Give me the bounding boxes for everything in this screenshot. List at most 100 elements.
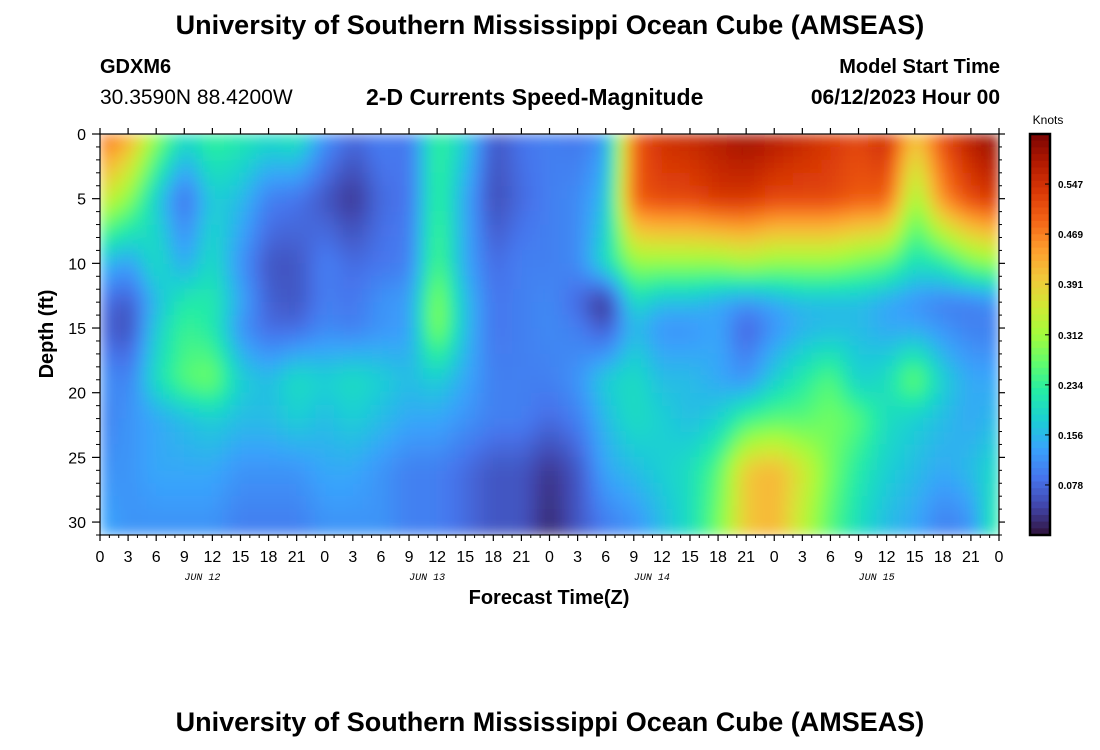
heatmap-cell [849, 198, 860, 213]
heatmap-cell [736, 250, 747, 264]
heatmap-cell [549, 276, 560, 290]
heatmap-cell [521, 198, 532, 213]
heatmap-cell [858, 444, 869, 458]
heatmap-cell [661, 431, 672, 446]
heatmap-cell [287, 159, 298, 174]
heatmap-cell [502, 457, 513, 471]
heatmap-cell [821, 185, 832, 200]
heatmap-cell [109, 522, 120, 535]
heatmap-cell [905, 444, 916, 458]
heatmap-cell [980, 328, 991, 342]
heatmap-cell [661, 263, 672, 277]
heatmap-cell [193, 457, 204, 471]
heatmap-cell [568, 146, 579, 161]
heatmap-cell [137, 328, 148, 342]
heatmap-cell [549, 444, 560, 458]
colorbar-segment [1030, 227, 1050, 235]
heatmap-cell [231, 431, 242, 446]
heatmap-cell [895, 224, 906, 239]
heatmap-cell [802, 483, 813, 497]
heatmap-cell [137, 198, 148, 213]
heatmap-cell [886, 237, 897, 252]
heatmap-cell [174, 211, 185, 226]
heatmap-cell [249, 405, 260, 420]
heatmap-cell [586, 418, 597, 433]
heatmap-cell [858, 237, 869, 252]
heatmap-cell [970, 224, 981, 239]
heatmap-cell [783, 470, 794, 484]
heatmap-cell [633, 340, 644, 355]
day-label: JUN 12 [184, 573, 220, 584]
colorbar-tick-label: 0.078 [1058, 481, 1083, 492]
heatmap-cell [830, 496, 841, 510]
heatmap-cell [221, 211, 232, 226]
heatmap-cell [474, 418, 485, 433]
heatmap-cell [221, 250, 232, 264]
heatmap-cell [493, 405, 504, 420]
x-tick-label: 21 [288, 549, 306, 566]
heatmap-cell [839, 185, 850, 200]
heatmap-cell [596, 470, 607, 484]
heatmap-cell [905, 315, 916, 329]
heatmap-cell [980, 340, 991, 355]
heatmap-cell [774, 159, 785, 174]
heatmap-cell [249, 315, 260, 329]
heatmap-cell [661, 224, 672, 239]
heatmap-cell [568, 250, 579, 264]
heatmap-cell [184, 405, 195, 420]
heatmap-cell [306, 470, 316, 484]
heatmap-cell [727, 379, 738, 394]
heatmap-cell [961, 444, 972, 458]
heatmap-cell [474, 211, 485, 226]
heatmap-cell [193, 315, 204, 329]
heatmap-cell [727, 146, 738, 161]
heatmap-cell [315, 392, 326, 407]
heatmap-cell [324, 483, 335, 497]
heatmap-cell [437, 444, 448, 458]
heatmap-cell [118, 483, 129, 497]
colorbar-segment [1030, 414, 1050, 422]
heatmap-cell [184, 134, 195, 148]
heatmap-cell [914, 263, 925, 277]
heatmap-cell [334, 328, 345, 342]
heatmap-cell [699, 276, 710, 290]
heatmap-cell [352, 379, 363, 394]
heatmap-cell [277, 353, 288, 368]
heatmap-cell [502, 198, 513, 213]
heatmap-cell [652, 418, 663, 433]
heatmap-cell [605, 405, 616, 420]
heatmap-cell [970, 353, 981, 368]
colorbar-segment [1030, 374, 1050, 382]
colorbar-segment [1030, 281, 1050, 289]
heatmap-cell [156, 405, 167, 420]
heatmap-cell [764, 276, 775, 290]
heatmap-cell [942, 276, 953, 290]
heatmap-cell [352, 366, 363, 381]
heatmap-cell [652, 237, 663, 252]
heatmap-cell [512, 250, 522, 264]
heatmap-cell [961, 392, 972, 407]
heatmap-cell [240, 405, 251, 420]
heatmap-cell [924, 457, 935, 471]
heatmap-cell [755, 224, 766, 239]
heatmap-cell [287, 457, 298, 471]
heatmap-cell [727, 431, 738, 446]
heatmap-cell [352, 470, 363, 484]
heatmap-cell [512, 185, 522, 200]
heatmap-cell [418, 276, 429, 290]
heatmap-cell [568, 185, 579, 200]
heatmap-cell [652, 522, 663, 535]
heatmap-cell [334, 496, 345, 510]
heatmap-cell [558, 315, 569, 329]
heatmap-cell [540, 353, 551, 368]
heatmap-cell [371, 418, 382, 433]
heatmap-cell [895, 250, 906, 264]
heatmap-cell [905, 483, 916, 497]
heatmap-cell [193, 431, 204, 446]
heatmap-cell [858, 315, 869, 329]
heatmap-cell [746, 211, 757, 226]
heatmap-cell [128, 392, 139, 407]
heatmap-cell [259, 159, 270, 174]
heatmap-cell [718, 444, 729, 458]
heatmap-cell [624, 496, 635, 510]
